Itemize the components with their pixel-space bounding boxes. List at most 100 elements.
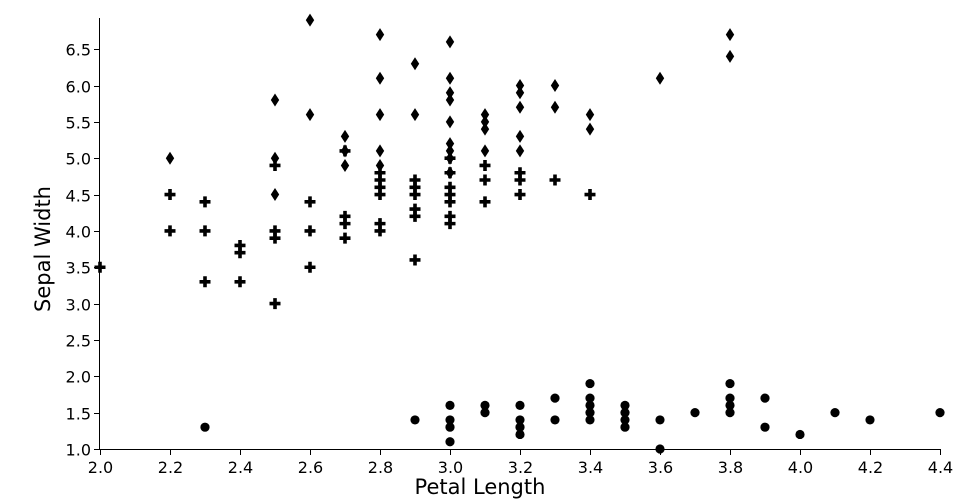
- x-tick-label: 4.2: [858, 458, 883, 477]
- plus-point: [409, 203, 421, 215]
- y-tick-label: 2.0: [66, 368, 91, 387]
- diamond-point: [515, 100, 525, 114]
- x-tick-label: 3.8: [718, 458, 743, 477]
- circle-point: [515, 415, 525, 425]
- y-tick-label: 5.5: [66, 114, 91, 133]
- diamond-point: [305, 108, 315, 122]
- circle-point: [515, 429, 525, 440]
- plus-point: [479, 174, 491, 186]
- diamond-point: [515, 144, 525, 158]
- circle-point: [445, 437, 455, 447]
- y-tick-label: 1.5: [66, 405, 91, 424]
- circle-point: [550, 393, 560, 403]
- plus-point: [339, 232, 351, 244]
- y-tick-label: 6.0: [66, 78, 91, 97]
- plus-point: [374, 181, 386, 193]
- plot-area: [94, 13, 945, 454]
- plus-point: [234, 247, 246, 259]
- y-tick-label: 6.5: [66, 41, 91, 60]
- circle-point: [725, 378, 735, 389]
- y-tick-label: 3.0: [66, 296, 91, 315]
- circle-point: [620, 422, 630, 432]
- plus-point: [304, 225, 316, 237]
- x-tick-label: 2.0: [88, 458, 113, 477]
- diamond-point: [445, 35, 455, 49]
- diamond-point: [270, 151, 280, 165]
- diamond-point: [480, 122, 490, 136]
- x-tick-label: 3.0: [438, 458, 463, 477]
- x-tick-label: 2.6: [298, 458, 323, 477]
- circle-point: [515, 422, 525, 432]
- circle-point: [585, 393, 595, 403]
- diamond-point: [655, 71, 665, 85]
- plus-point: [374, 225, 386, 237]
- plus-point: [444, 210, 456, 222]
- circle-point: [830, 408, 840, 418]
- plus-point: [339, 210, 351, 222]
- plus-point: [339, 218, 351, 230]
- circle-point: [550, 415, 560, 425]
- diamond-point: [550, 100, 560, 114]
- diamond-point: [445, 137, 455, 151]
- plus-point: [269, 159, 281, 171]
- plus-point: [199, 196, 211, 208]
- circle-point: [935, 408, 945, 418]
- diamond-point: [445, 86, 455, 100]
- diamond-point: [305, 13, 315, 27]
- x-tick-label: 3.6: [648, 458, 673, 477]
- x-axis: 2.0 2.2 2.4 2.6 2.8 3.0 3.2 3.4 3.6 3.8 4.0 4.2 4.4: [88, 449, 953, 477]
- diamond-point: [410, 108, 420, 122]
- circle-point: [795, 429, 805, 440]
- y-tick-label: 2.5: [66, 332, 91, 351]
- plus-point: [444, 189, 456, 201]
- plus-point: [584, 189, 596, 201]
- circle-point: [445, 422, 455, 432]
- plus-point: [514, 174, 526, 186]
- plus-point: [409, 174, 421, 186]
- plus-point: [409, 181, 421, 193]
- diamond-point: [270, 188, 280, 202]
- diamond-point: [375, 71, 385, 85]
- diamond-point: [445, 115, 455, 129]
- x-tick-label: 3.4: [578, 458, 603, 477]
- plus-point: [444, 196, 456, 208]
- diamond-point: [585, 122, 595, 136]
- diamond-point: [725, 28, 735, 42]
- plus-point: [164, 225, 176, 237]
- diamond-point: [375, 158, 385, 172]
- diamond-point: [445, 151, 455, 165]
- diamond-point: [550, 79, 560, 92]
- diamond-point: [375, 108, 385, 122]
- x-tick-label: 3.2: [508, 458, 533, 477]
- y-tick-label: 4.0: [66, 223, 91, 242]
- y-tick-label: 1.0: [66, 441, 91, 460]
- circle-point: [480, 408, 490, 418]
- circle-point: [620, 415, 630, 425]
- circle-point: [760, 393, 770, 403]
- diamond-point: [480, 108, 490, 122]
- diamond-point: [515, 86, 525, 100]
- x-tick-label: 4.0: [788, 458, 813, 477]
- plus-point: [409, 210, 421, 222]
- circle-point: [445, 415, 455, 425]
- x-tick-label: 2.2: [158, 458, 183, 477]
- circle-point: [725, 400, 735, 410]
- diamond-point: [340, 158, 350, 172]
- circle-point: [585, 408, 595, 418]
- plus-point: [374, 218, 386, 230]
- y-axis-title: Sepal Width: [31, 186, 55, 312]
- diamond-point: [480, 115, 490, 129]
- diamond-point: [165, 151, 175, 165]
- plus-point: [409, 189, 421, 201]
- plus-point: [374, 167, 386, 179]
- plus-point: [479, 196, 491, 208]
- diamond-point: [445, 93, 455, 107]
- plus-point: [444, 181, 456, 193]
- plus-point: [269, 298, 281, 310]
- circle-point: [690, 408, 700, 418]
- y-tick-label: 5.0: [66, 150, 91, 169]
- diamond-point: [445, 166, 455, 180]
- circle-point: [725, 393, 735, 403]
- plus-point: [269, 232, 281, 244]
